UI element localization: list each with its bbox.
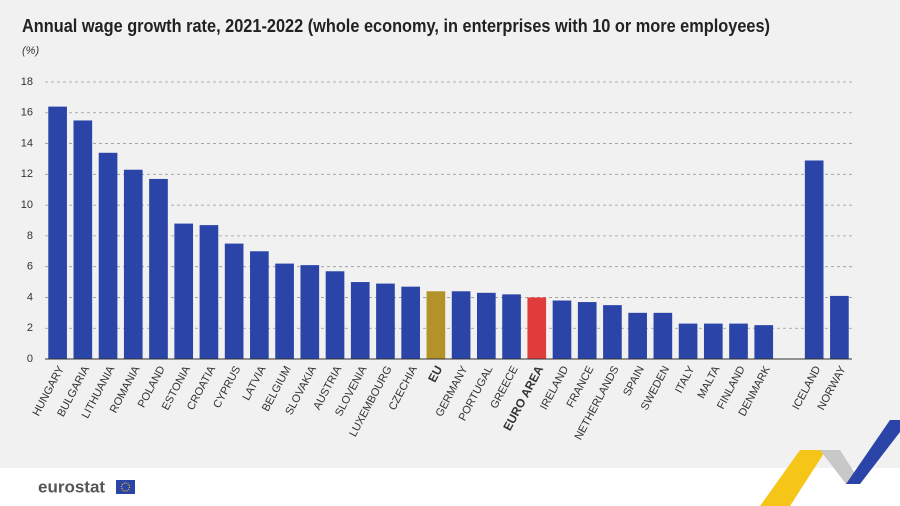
bar (476, 292, 496, 359)
bar (552, 300, 572, 359)
y-tick-label: 16 (21, 107, 33, 119)
chart-subtitle: (%) (22, 45, 39, 57)
y-tick-label: 6 (27, 261, 33, 273)
bar (754, 325, 774, 359)
footer-background (0, 468, 900, 506)
bar (123, 169, 143, 359)
eu-flag (116, 480, 135, 494)
bar (98, 152, 118, 359)
bar (199, 225, 219, 359)
bar (174, 223, 194, 359)
bar (527, 297, 547, 359)
decor-blue (846, 420, 900, 484)
y-tick-label: 14 (21, 137, 33, 149)
bar (830, 295, 849, 359)
eu-stars (120, 482, 131, 492)
bar (804, 160, 824, 359)
decor-yellow (760, 450, 826, 506)
bar (502, 294, 521, 359)
bar (224, 243, 244, 359)
y-tick-label: 0 (27, 353, 33, 365)
y-tick-label: 2 (27, 322, 33, 334)
bar (628, 312, 647, 359)
bar (73, 120, 93, 359)
bar (577, 302, 597, 359)
bar (325, 271, 345, 359)
bar (275, 263, 294, 359)
bar (376, 283, 395, 359)
bar (678, 323, 698, 359)
chart-title: Annual wage growth rate, 2021-2022 (whol… (22, 16, 770, 36)
bar (729, 323, 748, 359)
bar (703, 323, 723, 359)
y-tick-label: 10 (21, 199, 33, 211)
bar (426, 291, 446, 359)
y-tick-label: 8 (27, 230, 33, 242)
bar (603, 305, 622, 359)
bar (149, 178, 168, 359)
bar (653, 312, 673, 359)
y-tick-label: 18 (21, 76, 33, 88)
bar (250, 251, 269, 359)
bar (451, 291, 471, 359)
bar (350, 282, 370, 359)
bar (401, 286, 421, 359)
bar (300, 265, 320, 359)
y-tick-label: 12 (21, 168, 33, 180)
decor-gray (820, 450, 856, 484)
y-tick-label: 4 (27, 291, 33, 303)
logo-text: eurostat (38, 477, 105, 496)
bar (48, 106, 67, 359)
x-tick-label: EU (425, 363, 445, 384)
